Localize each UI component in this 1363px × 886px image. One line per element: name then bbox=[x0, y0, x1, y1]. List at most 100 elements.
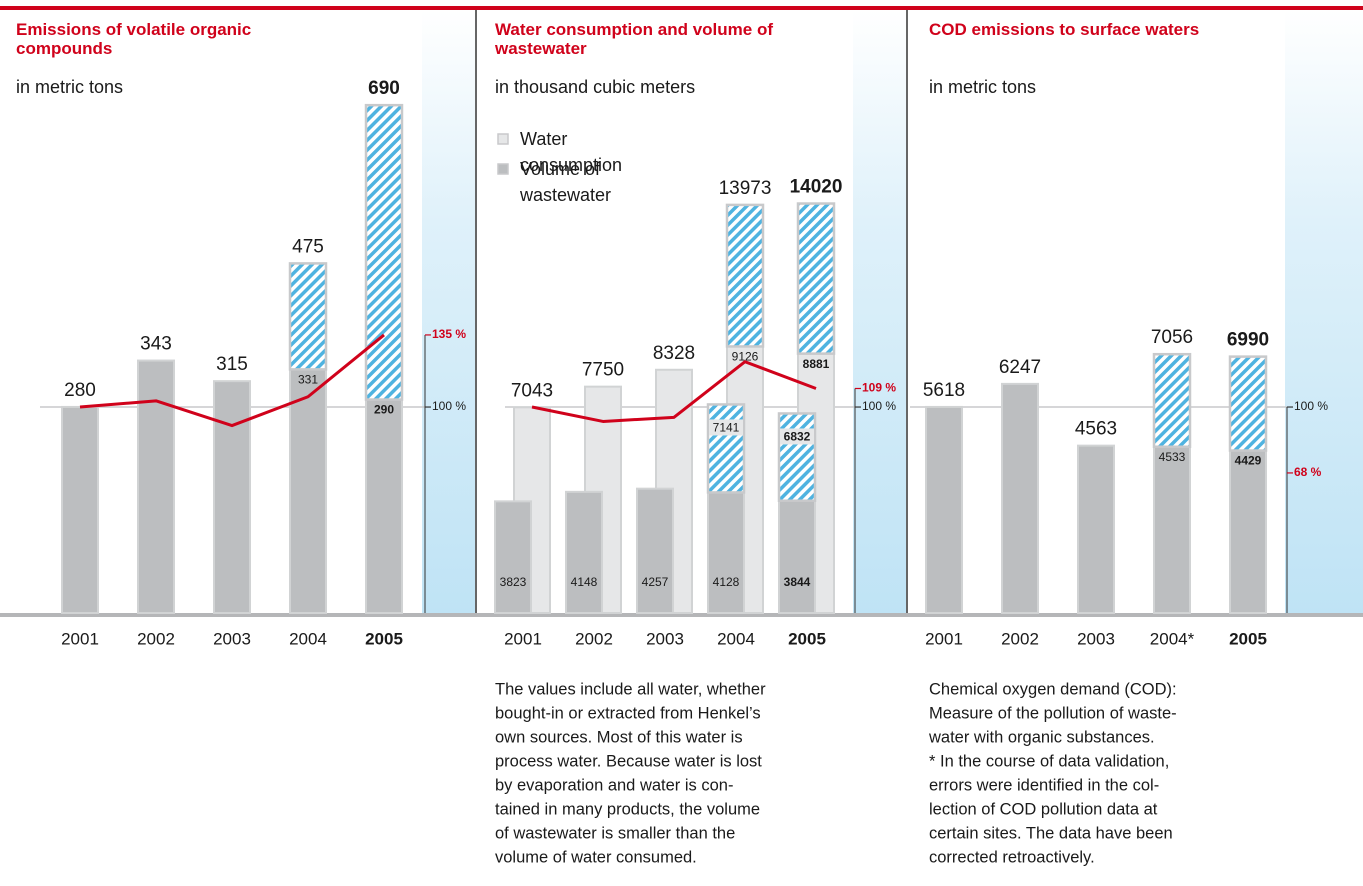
bar-hatched bbox=[706, 403, 746, 494]
index-tick-label: 100 % bbox=[432, 399, 466, 413]
note-line: process water. Because water is lost bbox=[495, 752, 762, 770]
note-line: corrected retroactively. bbox=[929, 848, 1095, 866]
bar bbox=[778, 499, 816, 615]
x-tick-label: 2001 bbox=[504, 629, 542, 648]
index-tick-label: 100 % bbox=[862, 399, 896, 413]
note-line: Measure of the pollution of waste- bbox=[929, 704, 1177, 722]
index-strip bbox=[422, 10, 475, 613]
base-label: 4533 bbox=[1159, 450, 1186, 464]
chart-title: Water consumption and volume of wastewat… bbox=[495, 20, 773, 58]
bar-hatched bbox=[1228, 355, 1268, 452]
top-rule bbox=[0, 6, 1363, 10]
value-label: 7056 bbox=[1151, 327, 1193, 348]
bar bbox=[925, 405, 963, 614]
value-label: 8328 bbox=[653, 343, 695, 364]
note-line: certain sites. The data have been bbox=[929, 824, 1173, 842]
note-line: by evaporation and water is con- bbox=[495, 776, 733, 794]
index-tick-label: 100 % bbox=[1294, 399, 1328, 413]
chart-title: Emissions of volatile organic compounds bbox=[16, 20, 252, 58]
legend-label: Water consumption bbox=[520, 129, 623, 175]
x-tick-label: 2001 bbox=[61, 629, 99, 648]
note-line: of wastewater is smaller than the bbox=[495, 824, 735, 842]
value-label: 690 bbox=[368, 78, 400, 99]
note-line: errors were identified in the col- bbox=[929, 776, 1159, 794]
value-label: 315 bbox=[216, 354, 248, 375]
value-label: 6832 bbox=[784, 430, 811, 444]
bar-hatched bbox=[288, 262, 328, 371]
index-tick-label: 135 % bbox=[432, 327, 466, 341]
index-tick-label: 68 % bbox=[1294, 465, 1322, 479]
bar-hatched bbox=[777, 412, 817, 502]
value-label: 343 bbox=[140, 334, 172, 355]
value-label: 3823 bbox=[500, 575, 527, 589]
x-tick-label: 2001 bbox=[925, 629, 963, 648]
bar bbox=[636, 487, 674, 615]
value-label: 4257 bbox=[642, 575, 669, 589]
value-label: 6247 bbox=[999, 357, 1041, 378]
bar-hatched bbox=[796, 202, 836, 355]
x-tick-label: 2002 bbox=[575, 629, 613, 648]
bar bbox=[1077, 444, 1115, 614]
chart-subtitle: in thousand cubic meters bbox=[495, 77, 695, 97]
note-line: volume of water consumed. bbox=[495, 848, 697, 866]
note-line: The values include all water, whether bbox=[495, 680, 766, 698]
value-label: 280 bbox=[64, 380, 96, 401]
bar-hatched bbox=[1152, 352, 1192, 448]
value-label: 14020 bbox=[790, 177, 843, 198]
chart-title: COD emissions to surface waters bbox=[929, 20, 1200, 39]
base-label: 8881 bbox=[803, 357, 830, 371]
bar-hatched bbox=[364, 103, 404, 401]
index-strip bbox=[853, 10, 906, 613]
x-tick-label: 2005 bbox=[365, 629, 403, 648]
note-line: bought-in or extracted from Henkel’s bbox=[495, 704, 761, 722]
note-line: tained in many products, the volume bbox=[495, 800, 760, 818]
base-label: 4128 bbox=[713, 575, 740, 589]
bar bbox=[494, 500, 532, 614]
value-label: 7043 bbox=[511, 380, 553, 401]
x-tick-label: 2003 bbox=[1077, 629, 1115, 648]
bar bbox=[137, 359, 175, 614]
bar bbox=[289, 368, 327, 614]
note-line: water with organic substances. bbox=[928, 728, 1155, 746]
base-label: 290 bbox=[374, 403, 394, 417]
value-label: 475 bbox=[292, 236, 324, 257]
bar bbox=[61, 405, 99, 615]
value-label: 7750 bbox=[582, 360, 624, 381]
index-line bbox=[531, 360, 817, 423]
x-tick-label: 2002 bbox=[1001, 629, 1039, 648]
value-label: 5618 bbox=[923, 380, 965, 401]
label-bg bbox=[780, 428, 814, 445]
bar bbox=[1229, 449, 1267, 614]
legend-swatch bbox=[497, 163, 509, 175]
x-tick-label: 2004 bbox=[289, 629, 327, 648]
note-line: * In the course of data validation, bbox=[929, 752, 1169, 770]
bar bbox=[1001, 382, 1039, 614]
base-label: 9126 bbox=[732, 350, 759, 364]
value-label: 7141 bbox=[713, 421, 740, 435]
bar bbox=[213, 380, 251, 614]
legend-label: Volume of wastewater bbox=[520, 159, 612, 205]
chart-subtitle: in metric tons bbox=[929, 77, 1036, 97]
note-line: own sources. Most of this water is bbox=[495, 728, 743, 746]
x-tick-label: 2002 bbox=[137, 629, 175, 648]
index-line bbox=[79, 333, 385, 428]
bar bbox=[565, 490, 603, 614]
bar-hatched bbox=[725, 203, 765, 348]
base-label: 331 bbox=[298, 373, 318, 387]
index-strip bbox=[1285, 10, 1363, 613]
x-tick-label: 2004 bbox=[717, 629, 755, 648]
label-bg bbox=[709, 419, 743, 436]
x-tick-label: 2003 bbox=[213, 629, 251, 648]
base-label: 4429 bbox=[1235, 454, 1262, 468]
x-tick-label: 2003 bbox=[646, 629, 684, 648]
bar bbox=[707, 491, 745, 614]
bar bbox=[1153, 445, 1191, 614]
value-label: 4563 bbox=[1075, 419, 1117, 440]
bar bbox=[365, 398, 403, 614]
note-line: Chemical oxygen demand (COD): bbox=[929, 680, 1177, 698]
value-label: 6990 bbox=[1227, 330, 1269, 351]
note-line: lection of COD pollution data at bbox=[929, 800, 1158, 818]
x-tick-label: 2004* bbox=[1150, 629, 1195, 648]
index-tick-label: 109 % bbox=[862, 381, 896, 395]
